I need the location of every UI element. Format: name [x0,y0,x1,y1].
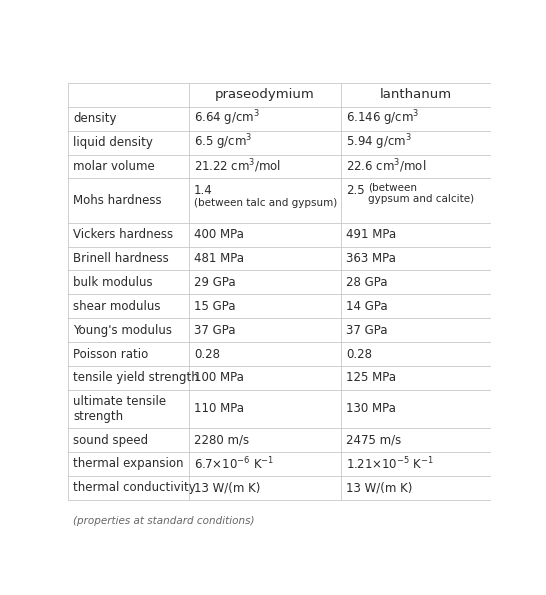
Text: (between talc and gypsum): (between talc and gypsum) [194,198,337,208]
Text: molar volume: molar volume [73,160,155,173]
Text: Vickers hardness: Vickers hardness [73,228,174,241]
Text: 5.94 g/cm$^3$: 5.94 g/cm$^3$ [346,133,412,152]
Text: 13 W/(m K): 13 W/(m K) [346,481,413,494]
Text: 14 GPa: 14 GPa [346,300,388,313]
Text: 21.22 cm$^3$/mol: 21.22 cm$^3$/mol [194,158,281,176]
Text: sound speed: sound speed [73,434,149,446]
Text: 6.146 g/cm$^3$: 6.146 g/cm$^3$ [346,109,420,129]
Text: thermal expansion: thermal expansion [73,458,184,471]
Text: (between
gypsum and calcite): (between gypsum and calcite) [368,182,474,203]
Text: 37 GPa: 37 GPa [346,324,388,337]
Text: 13 W/(m K): 13 W/(m K) [194,481,260,494]
Text: bulk modulus: bulk modulus [73,276,153,289]
Text: 363 MPa: 363 MPa [346,252,396,265]
Text: $6.7{\times}10^{-6}\ \mathrm{K}^{-1}$: $6.7{\times}10^{-6}\ \mathrm{K}^{-1}$ [194,456,274,472]
Text: 37 GPa: 37 GPa [194,324,235,337]
Text: praseodymium: praseodymium [215,88,315,101]
Text: 6.5 g/cm$^3$: 6.5 g/cm$^3$ [194,133,252,152]
Text: 110 MPa: 110 MPa [194,402,244,415]
Text: 130 MPa: 130 MPa [346,402,396,415]
Text: (properties at standard conditions): (properties at standard conditions) [73,516,255,527]
Text: 1.4: 1.4 [194,184,213,197]
Text: 2.5: 2.5 [346,184,365,197]
Text: 22.6 cm$^3$/mol: 22.6 cm$^3$/mol [346,158,426,176]
Text: 100 MPa: 100 MPa [194,371,244,384]
Text: thermal conductivity: thermal conductivity [73,481,196,494]
Text: liquid density: liquid density [73,136,153,149]
Text: 481 MPa: 481 MPa [194,252,244,265]
Text: 28 GPa: 28 GPa [346,276,388,289]
Text: density: density [73,112,117,125]
Text: 491 MPa: 491 MPa [346,228,396,241]
Text: Mohs hardness: Mohs hardness [73,194,162,207]
Text: Brinell hardness: Brinell hardness [73,252,169,265]
Text: lanthanum: lanthanum [380,88,452,101]
Text: 6.64 g/cm$^3$: 6.64 g/cm$^3$ [194,109,260,129]
Text: 0.28: 0.28 [346,347,372,361]
Text: ultimate tensile
strength: ultimate tensile strength [73,395,167,423]
Text: 400 MPa: 400 MPa [194,228,244,241]
Text: $1.21{\times}10^{-5}\ \mathrm{K}^{-1}$: $1.21{\times}10^{-5}\ \mathrm{K}^{-1}$ [346,456,434,472]
Text: 0.28: 0.28 [194,347,220,361]
Text: 2280 m/s: 2280 m/s [194,434,249,446]
Text: 15 GPa: 15 GPa [194,300,235,313]
Text: 2475 m/s: 2475 m/s [346,434,401,446]
Text: shear modulus: shear modulus [73,300,161,313]
Text: Young's modulus: Young's modulus [73,324,173,337]
Text: 125 MPa: 125 MPa [346,371,396,384]
Text: Poisson ratio: Poisson ratio [73,347,149,361]
Text: tensile yield strength: tensile yield strength [73,371,199,384]
Text: 29 GPa: 29 GPa [194,276,235,289]
